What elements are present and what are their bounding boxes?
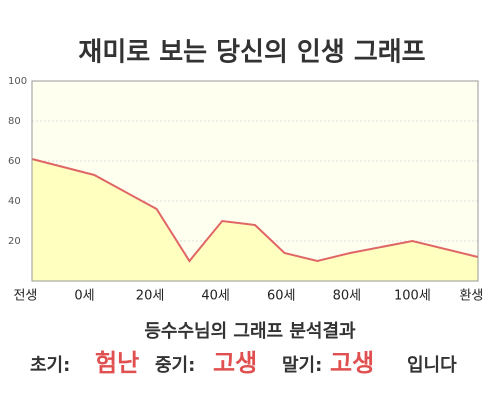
plot-border bbox=[31, 80, 479, 282]
line bbox=[31, 158, 479, 263]
verdict: 험난 bbox=[95, 349, 139, 377]
x-tick-label: 전생 bbox=[13, 289, 37, 304]
x-tick-label: 40세 bbox=[201, 289, 230, 304]
y-tick-label: 100 bbox=[8, 76, 27, 87]
y-tick-label: 80 bbox=[8, 116, 21, 127]
y-tick-label: 40 bbox=[8, 196, 21, 207]
x-tick-label: 0세 bbox=[74, 289, 94, 304]
x-tick-label: 환생 bbox=[459, 289, 483, 304]
y-tick-label: 60 bbox=[8, 156, 21, 167]
label: 말기: bbox=[282, 355, 322, 376]
x-tick-label: 100세 bbox=[394, 289, 431, 304]
label: 초기: bbox=[30, 355, 70, 376]
y-tick-label: 20 bbox=[8, 236, 21, 247]
verdict: 고생 bbox=[213, 349, 257, 377]
ending: 입니다 bbox=[407, 354, 457, 376]
chart-title: 재미로 보는 당신의 인생 그래프 bbox=[78, 38, 425, 68]
x-tick-label: 20세 bbox=[136, 289, 165, 304]
label: 중기: bbox=[155, 355, 195, 376]
x-tick-label: 60세 bbox=[267, 289, 296, 304]
summary-heading: 등수수님의 그래프 분석결과 bbox=[144, 321, 356, 342]
x-tick-label: 80세 bbox=[333, 289, 362, 304]
verdict: 고생 bbox=[330, 349, 374, 377]
